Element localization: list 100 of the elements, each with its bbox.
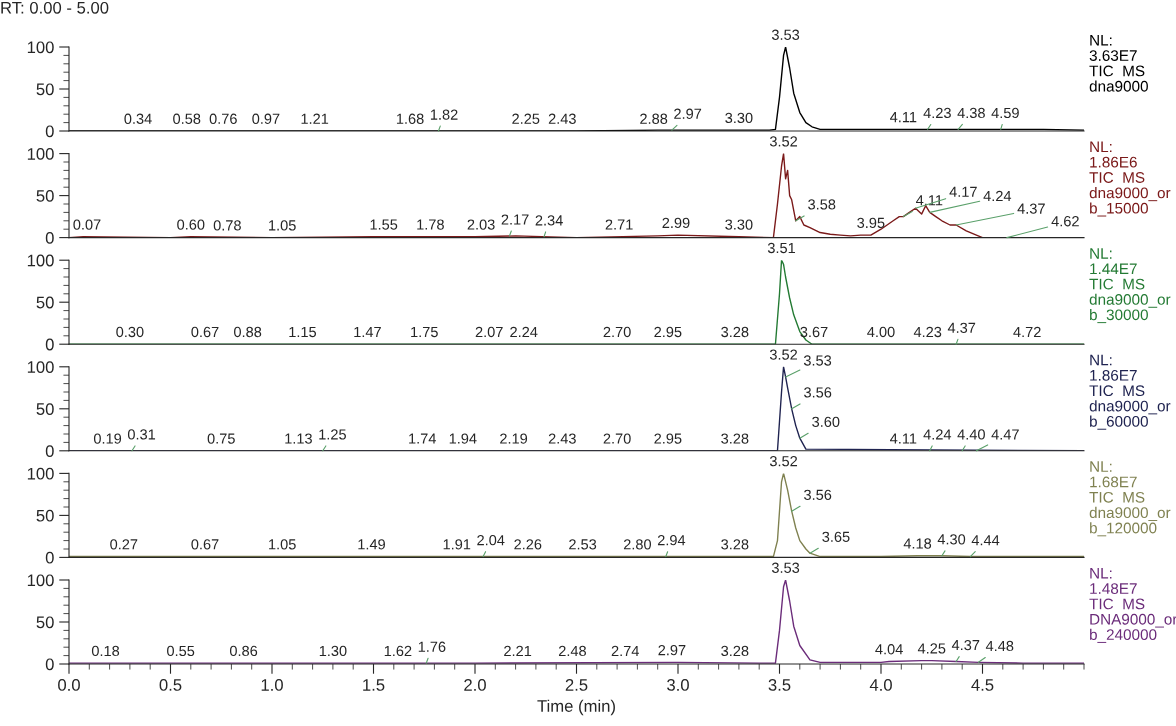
annotation: 4.37 — [1017, 203, 1045, 214]
annotation: 0.75 — [207, 433, 235, 444]
annotation: 3.65 — [822, 531, 850, 542]
annotation: 0.07 — [73, 219, 101, 230]
annotation: 2.03 — [467, 219, 495, 230]
annotation: 2.70 — [603, 433, 631, 444]
y-tick-label: 50 — [36, 403, 54, 415]
text: NL: 1.68E7 TIC MS dna9000_or b_120000 — [1089, 461, 1171, 537]
annotation: 0.34 — [124, 113, 152, 124]
annotation: 4.37 — [951, 639, 980, 651]
y-tick-label: 50 — [36, 83, 54, 96]
x-tick-label: 0.5 — [159, 679, 182, 691]
annotation: 3.53 — [771, 29, 800, 40]
annotation: 3.30 — [725, 112, 753, 124]
annotation: 4.24 — [923, 429, 952, 440]
annotation: 0.27 — [110, 539, 138, 550]
annotation: 2.17 — [501, 214, 529, 225]
annotation: 2.71 — [605, 219, 633, 230]
x-tick-label: 1.0 — [261, 679, 283, 691]
annotation: 2.97 — [658, 644, 686, 656]
annotation: 4.23 — [913, 326, 942, 338]
annotation: 2.99 — [662, 217, 690, 229]
y-tick-label: 50 — [36, 296, 54, 309]
annotation: 0.31 — [127, 429, 156, 440]
x-tick-label: 3.5 — [768, 679, 791, 691]
annotation: 4.24 — [983, 190, 1012, 202]
annotation: 1.75 — [411, 326, 438, 338]
y-tick-label: 100 — [27, 148, 54, 160]
x-tick-label: 2.5 — [565, 679, 588, 691]
annotation: 2.43 — [548, 113, 576, 124]
annotation: 0.88 — [234, 326, 262, 338]
annotation: 2.43 — [548, 433, 576, 444]
y-tick-label: 100 — [27, 574, 54, 587]
annotation: 1.76 — [418, 641, 446, 652]
annotation: 4.18 — [903, 538, 932, 549]
annotation: 3.51 — [767, 242, 796, 254]
annotation: 2.26 — [514, 539, 542, 550]
y-tick-label: 0 — [45, 338, 54, 351]
annotation: 1.62 — [384, 645, 412, 657]
annotation: 3.56 — [804, 489, 832, 500]
y-tick-label: 50 — [36, 190, 54, 202]
annotation: 3.67 — [800, 326, 828, 338]
annotation: 3.30 — [725, 219, 753, 230]
annotation: 0.67 — [191, 326, 219, 338]
annotation: 3.28 — [721, 326, 749, 338]
x-tick-label: 4.5 — [971, 679, 994, 691]
annotation: 3.52 — [769, 456, 798, 467]
annotation: 4.72 — [1013, 326, 1041, 338]
annotation: 4.11 — [916, 195, 943, 206]
annotation: 4.37 — [947, 322, 976, 333]
annotation: 4.25 — [917, 643, 946, 654]
annotation: 1.30 — [319, 645, 347, 657]
annotation: 1.05 — [269, 220, 296, 231]
text: NL: 1.86E6 TIC MS dna9000_or b_15000 — [1089, 141, 1171, 217]
y-tick-label: 0 — [45, 658, 54, 671]
annotation: 1.55 — [370, 219, 398, 230]
annotation: 2.97 — [674, 108, 702, 119]
annotation: 2.19 — [500, 433, 528, 444]
annotation: 1.78 — [417, 219, 444, 230]
y-tick-label: 100 — [27, 467, 54, 480]
annotation: 4.44 — [971, 535, 1000, 546]
annotation: 1.91 — [443, 539, 471, 550]
y-tick-label: 0 — [45, 551, 54, 564]
annotation: 4.38 — [957, 107, 985, 119]
annotation: 4.23 — [923, 107, 951, 119]
annotation: 3.56 — [804, 387, 832, 398]
annotation: 0.67 — [191, 539, 219, 550]
annotation: 1.05 — [269, 539, 296, 550]
annotation: 0.76 — [209, 113, 237, 124]
annotation: 0.30 — [116, 326, 144, 338]
annotation: 4.30 — [937, 534, 966, 545]
annotation: 3.53 — [803, 355, 832, 366]
annotation: 0.86 — [229, 645, 258, 657]
annotation: 2.04 — [477, 535, 505, 546]
annotation: 0.55 — [167, 645, 195, 657]
annotation: 2.70 — [603, 326, 631, 338]
annotation: 3.60 — [812, 416, 840, 427]
annotation: 0.97 — [252, 113, 280, 124]
annotation: 2.21 — [504, 645, 532, 656]
annotation: 3.95 — [857, 217, 885, 229]
annotation: 1.25 — [319, 429, 346, 440]
annotation: 3.28 — [721, 433, 749, 444]
annotation: 1.68 — [396, 113, 424, 124]
annotation: 2.95 — [654, 433, 682, 444]
text: NL: 1.86E7 TIC MS dna9000_or b_60000 — [1089, 354, 1171, 430]
text: NL: 3.63E7 TIC MS dna9000 — [1089, 34, 1148, 92]
annotation: 4.62 — [1051, 216, 1079, 227]
annotation: 1.21 — [301, 113, 329, 124]
annotation: 1.82 — [430, 109, 458, 120]
text: NL: 1.44E7 TIC MS dna9000_or b_30000 — [1089, 248, 1171, 324]
annotation: 3.52 — [769, 349, 798, 360]
annotation: 2.25 — [512, 113, 540, 124]
annotation: 1.49 — [358, 539, 385, 550]
annotation: 1.94 — [449, 433, 477, 444]
x-tick-label: 4.0 — [869, 679, 892, 691]
annotation: 2.24 — [510, 326, 538, 338]
annotation: 3.28 — [721, 645, 749, 657]
annotation: 4.48 — [985, 640, 1014, 652]
annotation: 2.53 — [569, 539, 597, 550]
annotation: 4.40 — [957, 429, 985, 440]
